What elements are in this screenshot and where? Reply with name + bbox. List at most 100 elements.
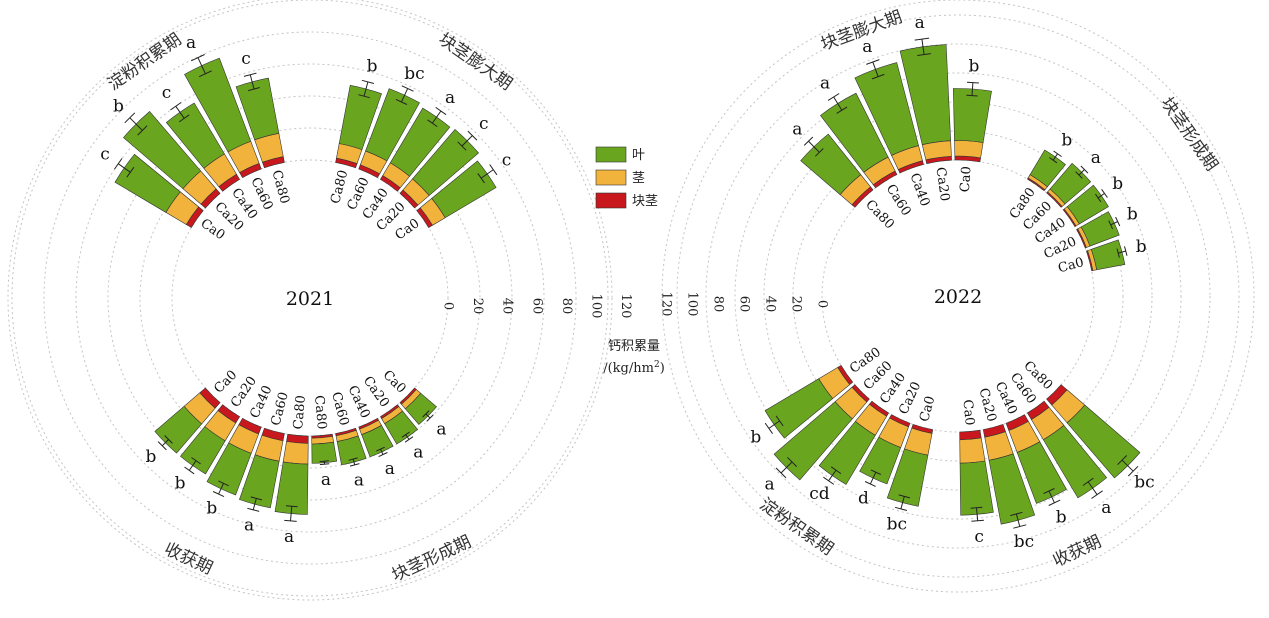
error-cap bbox=[1091, 490, 1103, 499]
bar-segment-leaf bbox=[184, 57, 252, 153]
axis-title: 钙积累量 /(kg/hm2) bbox=[603, 339, 665, 376]
error-cap bbox=[243, 72, 257, 77]
bar-segment-leaf bbox=[1090, 239, 1126, 271]
bar-segment-leaf bbox=[988, 453, 1036, 525]
bar-segment-leaf bbox=[361, 425, 394, 458]
bar-segment-leaf bbox=[431, 160, 497, 219]
bar-segment-leaf bbox=[764, 378, 834, 439]
error-cap bbox=[170, 102, 182, 111]
legend-label-leaf: 叶 bbox=[632, 148, 645, 163]
bar-segment-leaf bbox=[404, 392, 437, 425]
error-cap bbox=[285, 505, 298, 508]
significance-label: c bbox=[479, 114, 489, 134]
error-cap bbox=[247, 507, 260, 512]
bar-segment-leaf bbox=[886, 448, 929, 507]
error-cap bbox=[435, 106, 447, 116]
error-cap bbox=[1043, 488, 1055, 495]
error-cap bbox=[401, 431, 410, 438]
grid-ring-outer bbox=[7, 0, 613, 601]
bar-segment-leaf bbox=[165, 102, 225, 169]
error-cap bbox=[827, 93, 840, 101]
significance-label: a bbox=[385, 459, 395, 479]
significance-label: a bbox=[413, 443, 423, 463]
bar-segment-leaf bbox=[1029, 149, 1066, 188]
treatment-label: Ca80 bbox=[311, 395, 329, 430]
error-cap bbox=[1053, 150, 1062, 158]
error-bar bbox=[1015, 513, 1021, 527]
bar-segment-leaf bbox=[336, 435, 367, 466]
grid-ring bbox=[171, 159, 449, 437]
error-cap bbox=[190, 54, 205, 62]
error-cap bbox=[966, 94, 978, 97]
significance-label: bc bbox=[887, 514, 907, 534]
significance-label: b bbox=[750, 428, 761, 448]
error-cap bbox=[378, 452, 388, 458]
error-cap bbox=[349, 463, 360, 467]
significance-label: a bbox=[765, 474, 775, 494]
bar-segment-leaf bbox=[959, 460, 994, 516]
error-bar bbox=[117, 163, 131, 173]
bar-segment-leaf bbox=[773, 401, 853, 481]
error-bar bbox=[161, 439, 169, 447]
significance-label: b bbox=[1112, 174, 1123, 194]
error-cap bbox=[157, 441, 167, 451]
error-cap bbox=[401, 85, 414, 92]
error-cap bbox=[1117, 455, 1128, 466]
significance-label: cd bbox=[809, 484, 830, 504]
error-cap bbox=[284, 519, 297, 522]
significance-label: c bbox=[162, 83, 172, 103]
error-bar bbox=[401, 88, 409, 103]
error-cap bbox=[1108, 220, 1114, 230]
error-cap bbox=[1124, 246, 1128, 256]
stage-label: 收获期 bbox=[161, 539, 216, 579]
error-cap bbox=[830, 466, 842, 475]
bar-segment-leaf bbox=[854, 62, 919, 156]
error-cap bbox=[376, 446, 385, 452]
axis-tick-label: 0 bbox=[815, 300, 830, 308]
error-bar bbox=[1121, 459, 1134, 472]
legend-swatch-tuber bbox=[595, 192, 627, 209]
bar-segment-leaf bbox=[311, 441, 338, 464]
significance-label: a bbox=[445, 88, 455, 108]
legend-swatch-leaf bbox=[595, 146, 627, 163]
error-bar bbox=[768, 420, 780, 429]
error-bar bbox=[290, 506, 293, 522]
error-cap bbox=[198, 70, 212, 78]
error-cap bbox=[966, 81, 979, 84]
significance-label: c bbox=[974, 527, 984, 547]
error-bar bbox=[1087, 481, 1098, 495]
error-cap bbox=[836, 106, 848, 114]
significance-label: b bbox=[206, 499, 217, 519]
error-cap bbox=[1010, 511, 1023, 517]
error-bar bbox=[252, 498, 257, 511]
significance-label: a bbox=[244, 515, 254, 535]
error-cap bbox=[823, 476, 835, 485]
bar-segment-leaf bbox=[235, 77, 280, 141]
error-cap bbox=[184, 466, 195, 475]
bar-segment-stem bbox=[954, 140, 984, 159]
stage-label: 淀粉积累期 bbox=[104, 30, 185, 95]
error-cap bbox=[1101, 189, 1108, 198]
treatment-label: Ca40 bbox=[906, 171, 932, 208]
treatment-label: Ca20 bbox=[932, 166, 952, 202]
error-bar bbox=[1078, 169, 1085, 176]
significance-label: c bbox=[502, 150, 512, 170]
error-cap bbox=[114, 158, 123, 170]
bar-segment-leaf bbox=[1066, 184, 1109, 225]
bar-segment-leaf bbox=[859, 436, 902, 485]
error-cap bbox=[1049, 157, 1058, 164]
error-cap bbox=[787, 456, 798, 467]
treatment-label: Ca0 bbox=[958, 166, 975, 193]
axis-tick-label: 80 bbox=[711, 296, 726, 313]
error-bar bbox=[197, 57, 206, 74]
error-bar bbox=[976, 507, 979, 521]
axis-tick-label: 20 bbox=[789, 296, 804, 313]
error-bar bbox=[188, 460, 197, 471]
significance-label: b bbox=[969, 57, 980, 77]
bar-segment-leaf bbox=[239, 454, 280, 509]
error-cap bbox=[477, 173, 485, 184]
grid-ring bbox=[43, 31, 577, 565]
significance-label: b bbox=[1136, 237, 1147, 257]
error-cap bbox=[395, 98, 408, 105]
bar-segment-leaf bbox=[365, 88, 420, 162]
